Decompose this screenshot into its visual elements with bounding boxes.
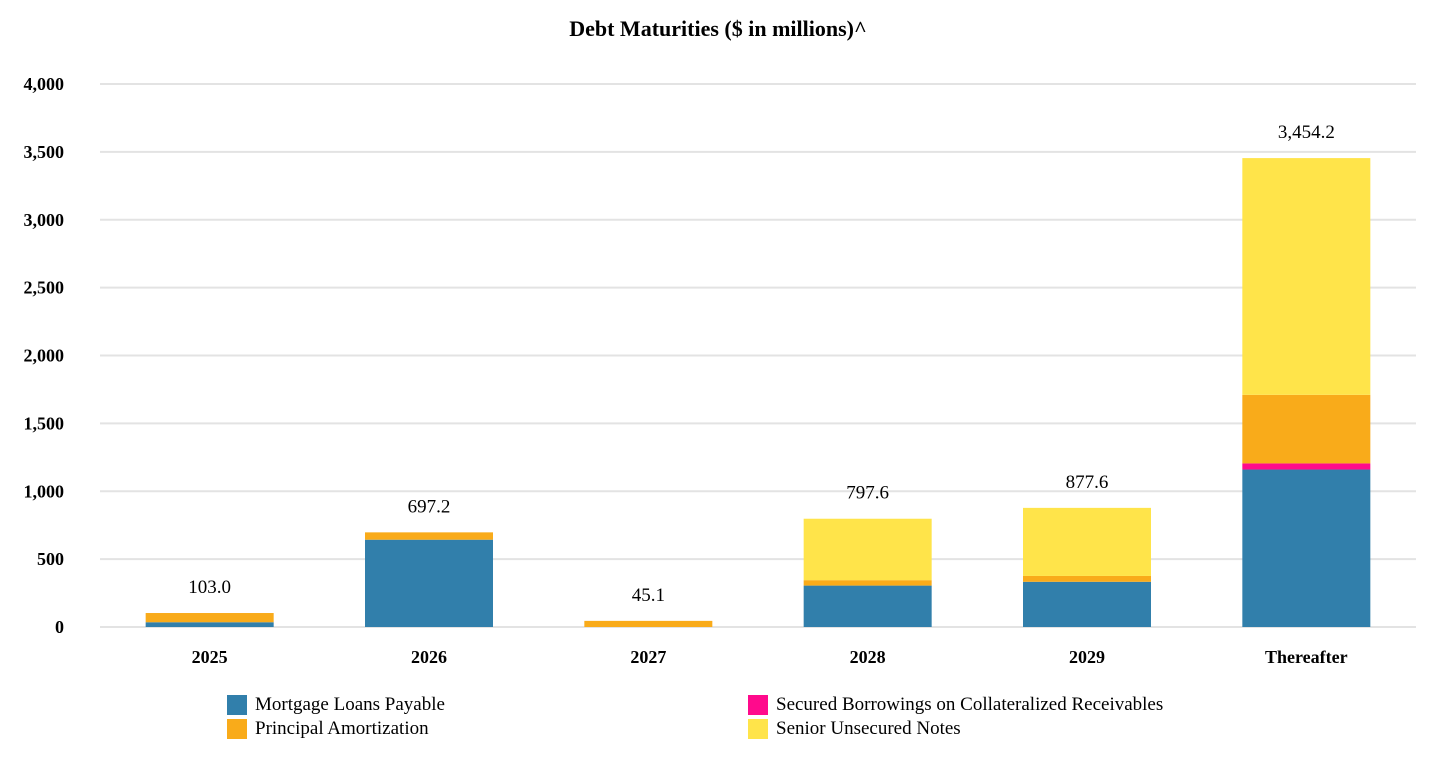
legend-swatch (227, 719, 247, 739)
bar-segment (145, 622, 274, 627)
legend-item: Senior Unsecured Notes (748, 718, 961, 740)
bar-segment (1242, 158, 1371, 395)
legend-item: Principal Amortization (227, 718, 429, 740)
legend-label: Mortgage Loans Payable (255, 694, 445, 715)
y-tick-label: 500 (37, 549, 64, 569)
x-tick-label: 2025 (192, 647, 228, 667)
y-tick-label: 0 (55, 617, 64, 637)
data-label: 45.1 (632, 585, 665, 606)
y-tick-label: 3,000 (24, 210, 65, 230)
bar-segment (1023, 575, 1151, 582)
y-tick-label: 2,000 (24, 346, 65, 366)
y-tick-label: 2,500 (24, 278, 65, 298)
bar-segment (803, 580, 932, 586)
x-tick-label: 2027 (630, 647, 666, 667)
x-tick-label: 2026 (411, 647, 447, 667)
data-label: 797.6 (846, 483, 889, 504)
y-tick-label: 1,000 (24, 481, 65, 501)
legend-label: Secured Borrowings on Collateralized Rec… (776, 694, 1164, 715)
bar-segment (1242, 394, 1371, 464)
chart-title: Debt Maturities ($ in millions)^ (569, 16, 867, 41)
legend-swatch (748, 719, 768, 739)
data-label: 3,454.2 (1278, 122, 1335, 143)
x-tick-label: Thereafter (1265, 647, 1348, 667)
chart-plot: 0 500 1,000 1,500 2,000 2,500 3,000 3,500 4,000 1… (24, 74, 1416, 667)
data-label: 697.2 (408, 496, 451, 517)
legend-item: Mortgage Loans Payable (227, 694, 445, 716)
legend-swatch (227, 695, 247, 715)
legend-label: Senior Unsecured Notes (776, 718, 961, 739)
data-label: 877.6 (1066, 472, 1109, 493)
data-label: 103.0 (188, 577, 231, 598)
y-tick-label: 4,000 (24, 74, 65, 94)
legend-item: Secured Borrowings on Collateralized Rec… (748, 694, 1163, 716)
y-tick-label: 1,500 (24, 413, 65, 433)
bar-segment (584, 620, 713, 627)
bar-segment (803, 518, 932, 581)
bar-segment (1242, 463, 1371, 470)
x-tick-label: 2028 (850, 647, 886, 667)
y-tick-label: 3,500 (24, 142, 65, 162)
legend-swatch (748, 695, 768, 715)
bar-segment (365, 532, 493, 540)
bar-segment (1023, 507, 1151, 576)
bar-segment (365, 539, 493, 627)
bar-segment (1023, 581, 1151, 627)
x-tick-label: 2029 (1069, 647, 1105, 667)
legend-label: Principal Amortization (255, 718, 429, 739)
bar-segment (145, 613, 274, 623)
bar-segment (1242, 469, 1371, 627)
bar-segment (803, 585, 932, 627)
